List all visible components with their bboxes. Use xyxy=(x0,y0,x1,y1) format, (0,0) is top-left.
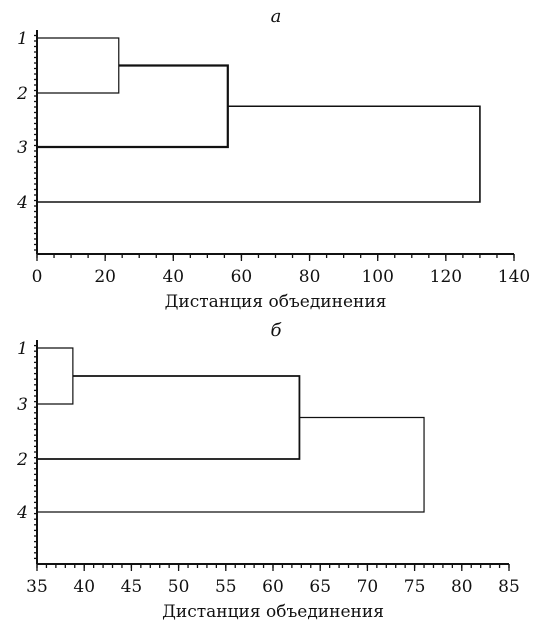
x-tick-label: 140 xyxy=(498,267,530,287)
x-tick-label: 75 xyxy=(404,577,426,597)
x-tick-label: 60 xyxy=(262,577,284,597)
leaf-label-2: 2 xyxy=(16,84,28,104)
leaf-label-3: 3 xyxy=(17,138,28,158)
x-tick-label: 50 xyxy=(168,577,190,597)
x-tick-label: 80 xyxy=(451,577,473,597)
leaf-label-1: 1 xyxy=(17,29,28,49)
leaf-label-2: 2 xyxy=(16,450,28,470)
x-axis-title: Дистанция объединения xyxy=(162,602,384,621)
dendrogram-link xyxy=(37,37,120,94)
dendrogram-panel-a: а 0 20 40 60 80 100 120 140 Дистанция объединения… xyxy=(16,6,530,312)
x-tick-label: 55 xyxy=(215,577,237,597)
leaf-label-1: 1 xyxy=(17,339,28,359)
x-tick-label: 20 xyxy=(94,267,116,287)
leaf-label-3: 3 xyxy=(17,395,28,415)
dendrogram-link xyxy=(37,105,481,203)
dendrogram-link xyxy=(37,375,301,460)
panel-title: а xyxy=(271,6,282,27)
x-tick-label: 120 xyxy=(430,267,462,287)
dendrogram-link xyxy=(37,416,425,513)
leaf-label-4: 4 xyxy=(16,503,28,523)
x-tick-label: 40 xyxy=(73,577,95,597)
x-tick-label: 40 xyxy=(162,267,184,287)
x-tick-label: 60 xyxy=(231,267,253,287)
x-tick-label: 45 xyxy=(121,577,143,597)
panel-title: б xyxy=(271,320,283,341)
x-tick-label: 0 xyxy=(32,267,43,287)
leaf-label-4: 4 xyxy=(16,193,28,213)
x-tick-label: 65 xyxy=(309,577,331,597)
dendrogram-link xyxy=(37,64,229,149)
x-tick-label: 70 xyxy=(357,577,379,597)
x-axis-title: Дистанция объединения xyxy=(165,292,387,312)
x-tick-label: 100 xyxy=(361,267,393,287)
x-tick-label: 85 xyxy=(498,577,520,597)
dendrogram-panel-b: б 35 40 45 50 55 60 65 70 75 80 85 Дистанция объедин… xyxy=(16,320,520,621)
dendrogram-link xyxy=(37,347,74,405)
x-tick-label: 35 xyxy=(26,577,48,597)
x-tick-label: 80 xyxy=(299,267,321,287)
